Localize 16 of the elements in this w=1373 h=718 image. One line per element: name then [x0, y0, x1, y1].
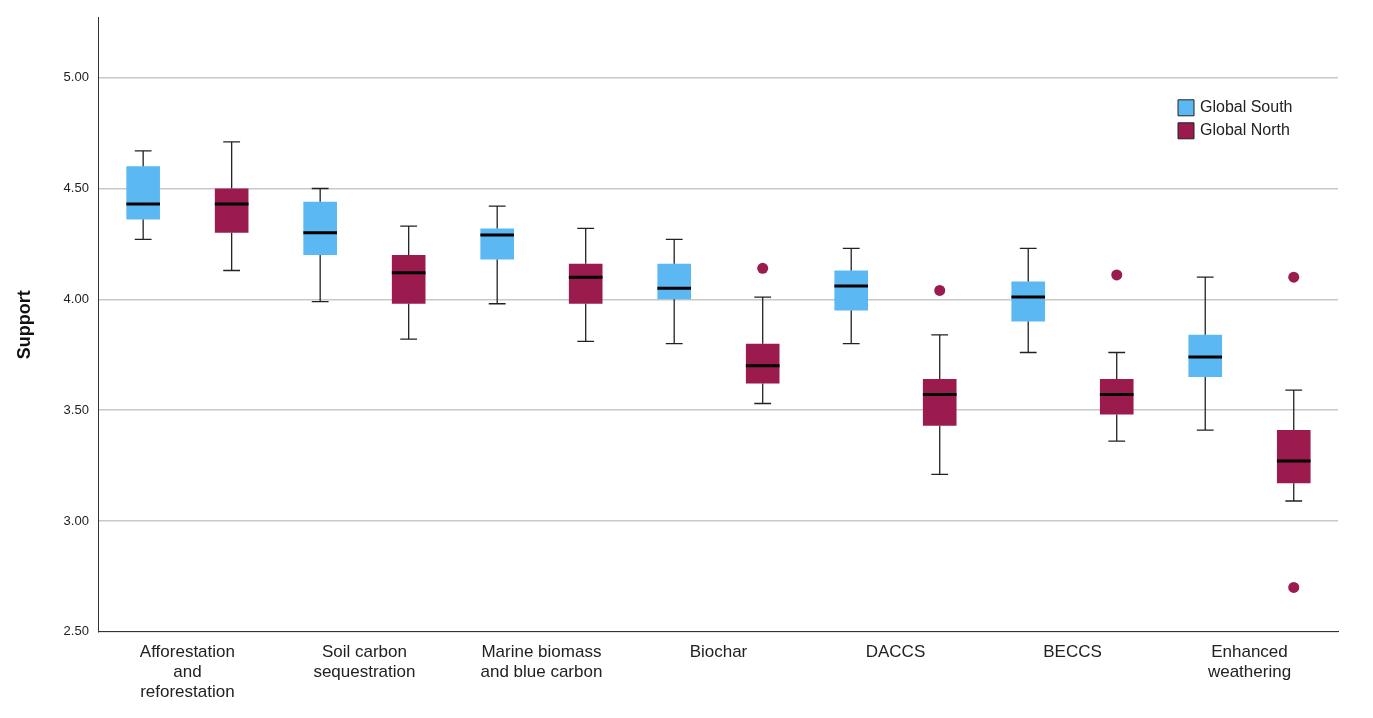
x-tick-label: DACCS [865, 641, 926, 661]
x-tick-label: Biochar [689, 641, 748, 661]
y-tick-label: 2.50 [63, 623, 89, 639]
y-tick-label: 3.00 [63, 512, 89, 528]
x-tick-label: Afforestation and reforestation [139, 641, 235, 702]
y-tick-label: 4.50 [63, 180, 89, 196]
x-tick-label: Marine biomass and blue carbon [480, 641, 603, 682]
y-tick-label: 3.50 [63, 401, 89, 417]
y-tick-label: 4.00 [63, 290, 89, 306]
legend-label: Global North [1200, 121, 1290, 139]
y-axis-title: Support [13, 290, 34, 360]
x-tick-label: Soil carbon sequestration [313, 641, 416, 682]
x-tick-label: Enhanced weathering [1206, 641, 1292, 682]
legend-label: Global South [1200, 98, 1293, 116]
x-tick-label: BECCS [1043, 641, 1102, 661]
y-tick-label: 5.00 [63, 69, 89, 85]
